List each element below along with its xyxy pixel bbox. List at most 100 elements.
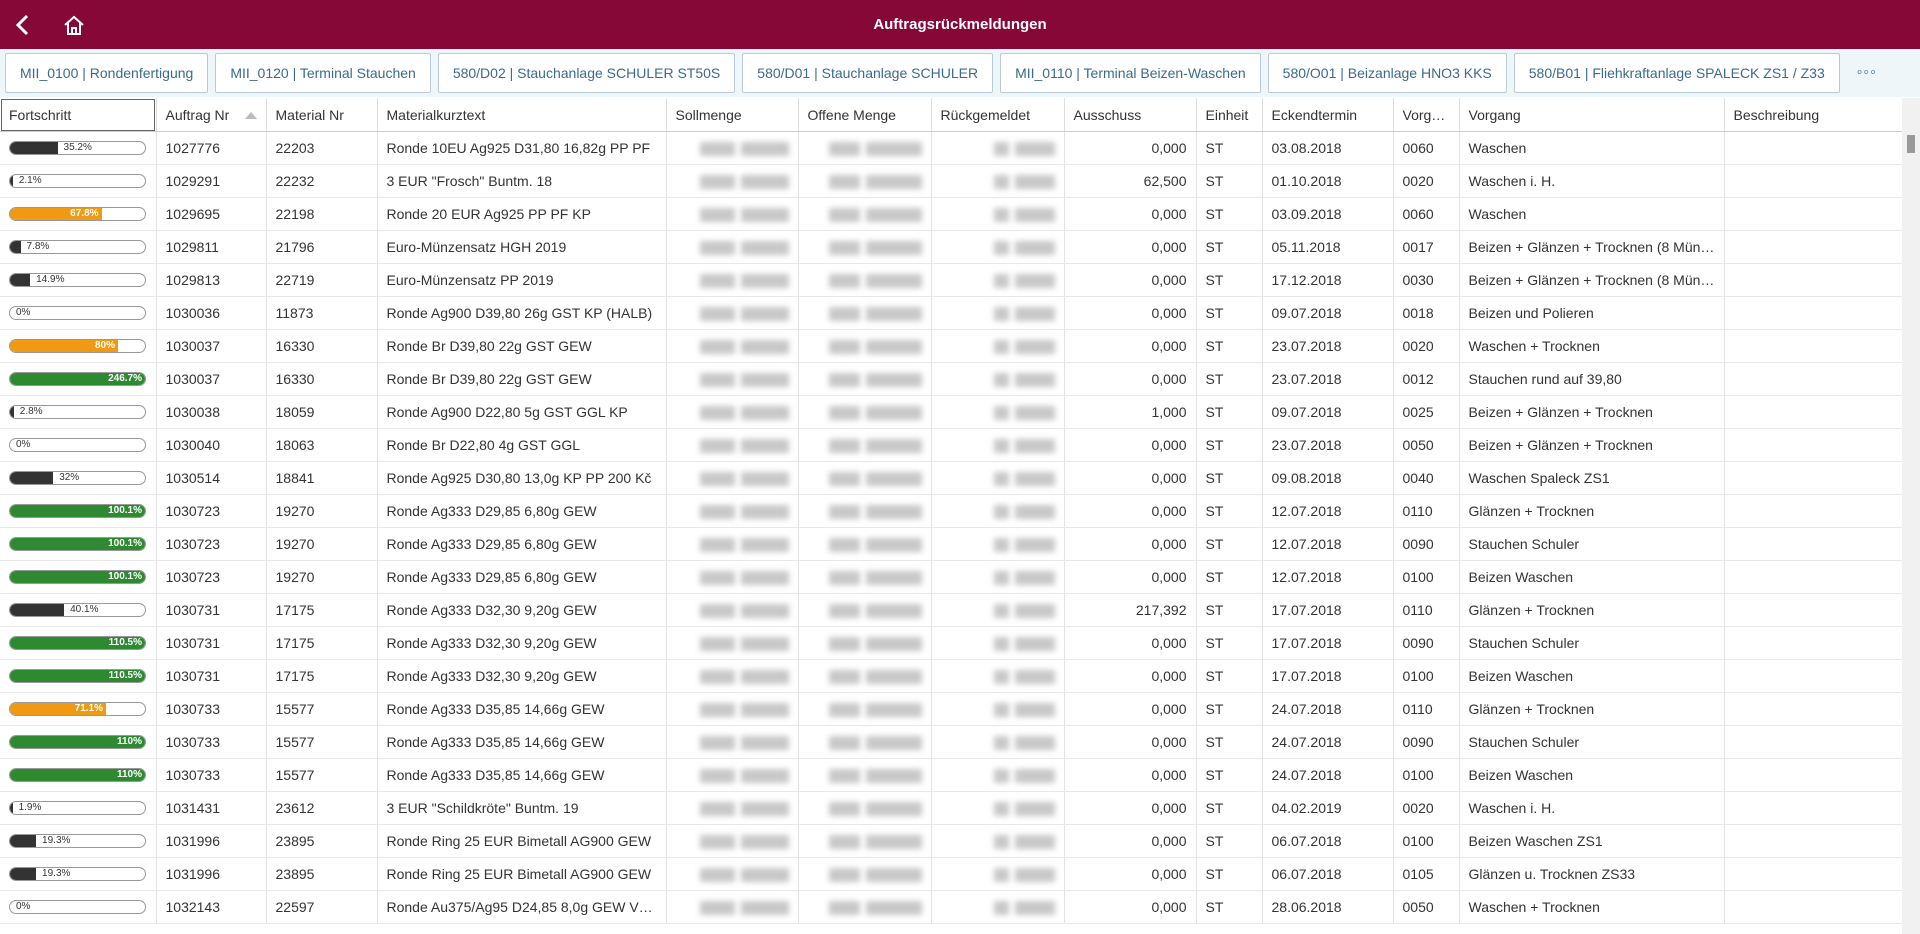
column-header[interactable]: Materialkurztext [377, 98, 667, 132]
grid-row[interactable]: 246.7% 1030037 16330 Ronde Br D39,80 22g GS… [0, 362, 1903, 396]
blur [828, 241, 860, 256]
column-header[interactable]: Auftrag Nr [156, 98, 267, 132]
blur [740, 901, 789, 916]
cell: 03.08.2018 [1262, 131, 1394, 165]
blur [993, 307, 1009, 322]
home-button[interactable] [62, 14, 86, 36]
grid-row[interactable]: 32% 1030514 18841 Ronde Ag925 D30,80 13,0g … [0, 461, 1903, 495]
column-header[interactable]: Einheit [1196, 98, 1263, 132]
cell: 0105 [1393, 857, 1460, 891]
grid-row[interactable]: 2.8% 1030038 18059 Ronde Ag900 D22,80 5g GS… [0, 395, 1903, 429]
grid-row[interactable]: 0% 1032143 22597 Ronde Au375/Ag95 D24,85 8,… [0, 890, 1903, 924]
progress-label: 19.3% [42, 868, 71, 879]
cell: 17.07.2018 [1262, 659, 1394, 693]
grid-row[interactable]: 71.1% 1030733 15577 Ronde Ag333 D35,85 14,6… [0, 692, 1903, 726]
progress-fill [10, 340, 118, 352]
grid-row[interactable]: 19.3% 1031996 23895 Ronde Ring 25 EUR Bimet… [0, 857, 1903, 891]
cell: Stauchen Schuler [1459, 626, 1725, 660]
blur [699, 571, 735, 586]
cell: 0,000 [1064, 263, 1197, 297]
column-header[interactable]: Eckendtermin [1262, 98, 1394, 132]
cell: 1029813 [156, 263, 267, 297]
tab[interactable]: 580/D02 | Stauchanlage SCHULER ST50S [437, 53, 736, 93]
cell: Beizen Waschen [1459, 758, 1725, 792]
grid-row[interactable]: 100.1% 1030723 19270 Ronde Ag333 D29,85 6,8… [0, 527, 1903, 561]
tab[interactable]: MII_0100 | Rondenfertigung [5, 53, 209, 93]
blurred-cell [931, 494, 1065, 528]
grid-row[interactable]: 100.1% 1030723 19270 Ronde Ag333 D29,85 6,8… [0, 560, 1903, 594]
cell: 19270 [266, 560, 378, 594]
column-header[interactable]: Offene Menge [798, 98, 932, 132]
progress-track: 100.1% [9, 504, 146, 518]
tab[interactable]: MII_0120 | Terminal Stauchen [215, 53, 431, 93]
cell: ST [1196, 428, 1263, 462]
cell: Ronde Br D22,80 4g GST GGL [377, 428, 667, 462]
blur [828, 802, 860, 817]
cell: 1030037 [156, 362, 267, 396]
blur [993, 868, 1009, 883]
tab[interactable]: MII_0110 | Terminal Beizen-Waschen [1000, 53, 1261, 93]
blur [1014, 736, 1055, 751]
column-header[interactable]: Ausschuss [1064, 98, 1197, 132]
cell: 06.07.2018 [1262, 824, 1394, 858]
cell: 0060 [1393, 197, 1460, 231]
grid-row[interactable]: 110.5% 1030731 17175 Ronde Ag333 D32,30 9,2… [0, 659, 1903, 693]
blur [740, 439, 789, 454]
column-header[interactable]: Sollmenge [666, 98, 799, 132]
grid-row[interactable]: 67.8% 1029695 22198 Ronde 20 EUR Ag925 PP P… [0, 197, 1903, 231]
grid-row[interactable]: 35.2% 1027776 22203 Ronde 10EU Ag925 D31,80… [0, 131, 1903, 165]
grid-row[interactable]: 2.1% 1029291 22232 3 EUR "Frosch" Buntm. 18… [0, 164, 1903, 198]
cell: 0050 [1393, 890, 1460, 924]
grid-row[interactable]: 0% 1030036 11873 Ronde Ag900 D39,80 26g GST… [0, 296, 1903, 330]
cell [1724, 659, 1903, 693]
cell: ST [1196, 329, 1263, 363]
grid-row[interactable]: 100.1% 1030723 19270 Ronde Ag333 D29,85 6,8… [0, 494, 1903, 528]
grid-row[interactable]: 19.3% 1031996 23895 Ronde Ring 25 EUR Bimet… [0, 824, 1903, 858]
cell: Ronde Au375/Ag95 D24,85 8,0g GEW V… [377, 890, 667, 924]
blur [993, 373, 1009, 388]
cell: 18059 [266, 395, 378, 429]
blurred-cell [666, 362, 799, 396]
blurred-cell [931, 593, 1065, 627]
grid-row[interactable]: 1.9% 1031431 23612 3 EUR "Schildkröte" Bunt… [0, 791, 1903, 825]
grid-row[interactable]: 7.8% 1029811 21796 Euro-Münzensatz HGH 2019… [0, 230, 1903, 264]
grid-row[interactable]: 110% 1030733 15577 Ronde Ag333 D35,85 14,66… [0, 758, 1903, 792]
cell: 0090 [1393, 527, 1460, 561]
more-tabs[interactable]: ◦◦◦ [1856, 64, 1877, 81]
progress-track: 0% [9, 900, 146, 914]
cell: Ronde 20 EUR Ag925 PP PF KP [377, 197, 667, 231]
grid-row[interactable]: 0% 1030040 18063 Ronde Br D22,80 4g GST GGL… [0, 428, 1903, 462]
back-button[interactable] [14, 14, 32, 36]
blur [865, 604, 922, 619]
column-header[interactable]: Fortschritt [0, 98, 157, 132]
tab[interactable]: 580/B01 | Fliehkraftanlage SPALECK ZS1 /… [1513, 53, 1840, 93]
grid-row[interactable]: 80% 1030037 16330 Ronde Br D39,80 22g GST G… [0, 329, 1903, 363]
grid-row[interactable]: 40.1% 1030731 17175 Ronde Ag333 D32,30 9,20… [0, 593, 1903, 627]
tab[interactable]: 580/O01 | Beizanlage HNO3 KKS [1267, 53, 1507, 93]
progress-track: 100.1% [9, 570, 146, 584]
progress-label: 19.3% [42, 835, 71, 846]
progress-track: 2.8% [9, 405, 146, 419]
cell [1724, 527, 1903, 561]
column-header[interactable]: Vorg… [1393, 98, 1460, 132]
grid-row[interactable]: 110.5% 1030731 17175 Ronde Ag333 D32,30 9,2… [0, 626, 1903, 660]
progress-cell: 19.3% [0, 824, 157, 858]
column-header[interactable]: Material Nr [266, 98, 378, 132]
cell: Ronde Ring 25 EUR Bimetall AG900 GEW [377, 857, 667, 891]
blur [993, 274, 1009, 289]
blur [1014, 538, 1055, 553]
grid-row[interactable]: 110% 1030733 15577 Ronde Ag333 D35,85 14,66… [0, 725, 1903, 759]
blurred-cell [931, 527, 1065, 561]
grid-row[interactable]: 14.9% 1029813 22719 Euro-Münzensatz PP 2019… [0, 263, 1903, 297]
blurred-cell [666, 263, 799, 297]
scrollbar[interactable] [1902, 98, 1920, 934]
column-header[interactable]: Beschreibung [1724, 98, 1903, 132]
blurred-cell [931, 329, 1065, 363]
blurred-cell [798, 461, 932, 495]
cell: 1031431 [156, 791, 267, 825]
column-header[interactable]: Vorgang [1459, 98, 1725, 132]
tab[interactable]: 580/D01 | Stauchanlage SCHULER [742, 53, 994, 93]
blur [740, 571, 789, 586]
column-header[interactable]: Rückgemeldet [931, 98, 1065, 132]
cell [1724, 494, 1903, 528]
